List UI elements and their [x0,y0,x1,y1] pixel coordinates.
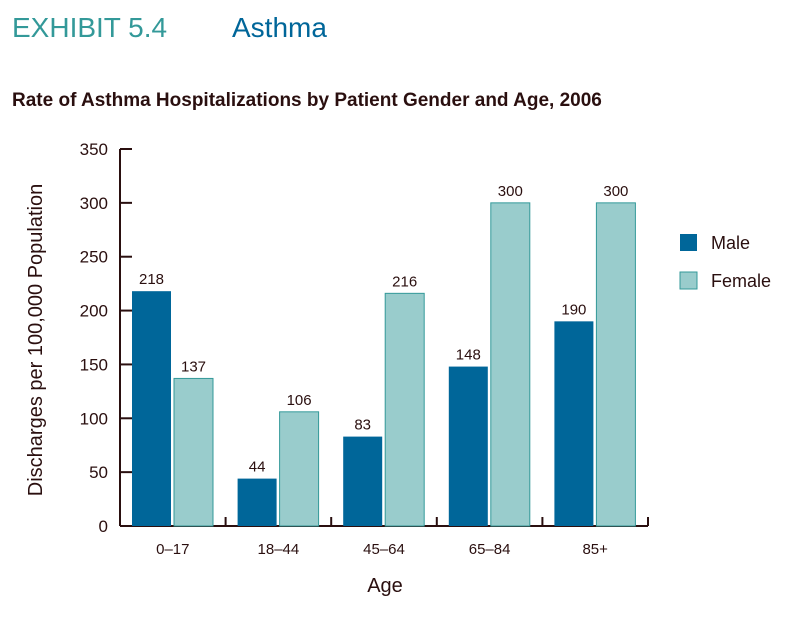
data-label: 83 [354,417,371,434]
x-tick-label: 18–44 [258,541,300,558]
data-label: 44 [249,459,266,476]
bar-female [279,411,320,527]
data-label: 300 [498,183,523,200]
y-axis-label: Discharges per 100,000 Population [25,184,47,496]
x-tick-label: 45–64 [363,541,405,558]
y-tick-label: 100 [80,409,108,428]
exhibit-topic: Asthma [232,12,327,43]
y-tick-label: 350 [80,140,108,159]
y-tick-label: 300 [80,194,108,213]
x-tick-label: 0–17 [156,541,189,558]
bar-male [343,436,383,526]
legend-label: Female [711,271,771,291]
legend-swatch-female [679,271,698,290]
y-tick-label: 250 [80,248,108,267]
data-label: 218 [139,271,164,288]
chart-title: Rate of Asthma Hospitalizations by Patie… [12,90,602,111]
data-label: 216 [392,273,417,290]
y-tick-label: 0 [99,517,108,536]
x-axis-label: Age [367,575,403,597]
bar-female [490,202,531,527]
data-label: 106 [287,392,312,409]
legend-label: Male [711,233,750,253]
bar-male [132,291,171,526]
x-tick-label: 65–84 [469,541,511,558]
y-tick-label: 50 [89,463,108,482]
legend-swatch-male [680,234,697,251]
y-tick-label: 150 [80,355,108,374]
data-label: 137 [181,358,206,375]
bar-female [173,377,214,527]
exhibit-number: EXHIBIT 5.4 [12,12,168,43]
bar-male [554,321,594,526]
bar-female [595,202,636,527]
data-label: 190 [561,301,586,318]
bar-male [237,478,277,526]
x-tick-label: 85+ [582,541,608,558]
data-label: 300 [603,183,628,200]
y-tick-label: 200 [80,302,108,321]
data-label: 148 [456,347,481,364]
bar-male [448,366,488,526]
bar-female [384,292,425,527]
